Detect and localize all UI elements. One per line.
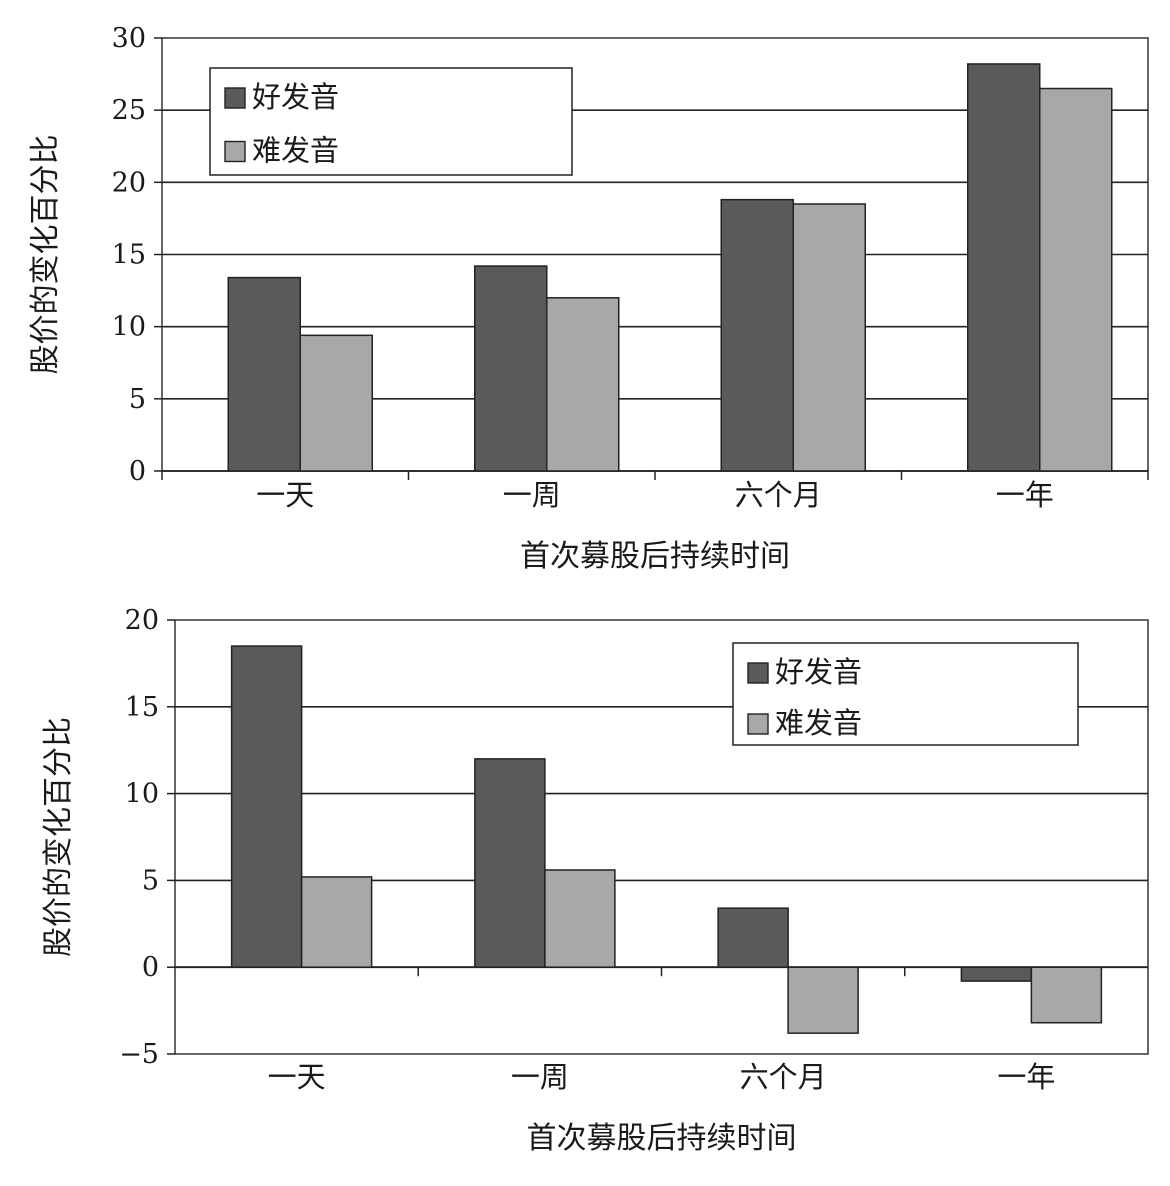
y-tick-label: 5 — [129, 384, 146, 415]
bar-easy-1 — [474, 758, 546, 968]
bar-hard-3 — [1030, 966, 1103, 1024]
y-tick-label: 15 — [112, 240, 146, 271]
bar-easy-0 — [230, 645, 303, 968]
y-tick-label: 0 — [129, 456, 146, 487]
legend-swatch-hard — [224, 140, 246, 163]
bar-hard-2 — [787, 966, 859, 1034]
x-category-label: 六个月 — [740, 1060, 827, 1094]
bar-hard-0 — [299, 334, 373, 472]
legend-swatch-easy — [224, 87, 246, 109]
legend-box — [209, 67, 573, 176]
bar-easy-2 — [720, 198, 794, 472]
legend-box — [732, 642, 1079, 746]
bar-hard-0 — [300, 876, 373, 968]
y-tick-label: 0 — [142, 952, 159, 983]
y-tick-label: 25 — [112, 95, 146, 126]
legend-label-hard: 难发音 — [252, 134, 339, 168]
legend-label-hard: 难发音 — [775, 706, 862, 740]
bar-easy-3 — [967, 63, 1041, 472]
y-tick-label: 10 — [112, 312, 146, 343]
bar-hard-1 — [544, 869, 616, 968]
y-axis-title: 股价的变化百分比 — [41, 717, 76, 957]
x-category-label: 一周 — [503, 478, 561, 512]
x-category-label: 一周 — [511, 1060, 569, 1094]
x-axis-title: 首次募股后持续时间 — [527, 1121, 797, 1156]
bar-easy-1 — [474, 265, 548, 472]
legend-swatch-hard — [747, 713, 769, 735]
x-category-label: 一天 — [256, 478, 314, 512]
y-tick-label: 10 — [125, 779, 159, 810]
y-tick-label: 5 — [142, 865, 159, 896]
x-category-label: 一年 — [997, 1060, 1055, 1094]
y-tick-label: 15 — [125, 692, 159, 723]
bar-easy-2 — [717, 907, 789, 968]
y-tick-label: 30 — [112, 23, 146, 54]
y-tick-label: 20 — [125, 605, 159, 636]
bar-hard-2 — [792, 203, 866, 472]
bar-hard-3 — [1039, 87, 1113, 472]
y-tick-label: −5 — [119, 1039, 159, 1070]
x-category-label: 一天 — [268, 1060, 326, 1094]
legend-label-easy: 好发音 — [775, 655, 862, 689]
y-axis-title: 股价的变化百分比 — [28, 135, 63, 375]
y-tick-label: 20 — [112, 167, 146, 198]
bar-easy-3 — [960, 966, 1033, 982]
x-category-label: 六个月 — [735, 478, 822, 512]
legend-swatch-easy — [747, 662, 769, 684]
x-axis-title: 首次募股后持续时间 — [520, 539, 790, 574]
legend-label-easy: 好发音 — [252, 80, 339, 114]
x-category-label: 一年 — [996, 478, 1054, 512]
bar-easy-0 — [227, 276, 301, 472]
bar-hard-1 — [546, 297, 620, 472]
